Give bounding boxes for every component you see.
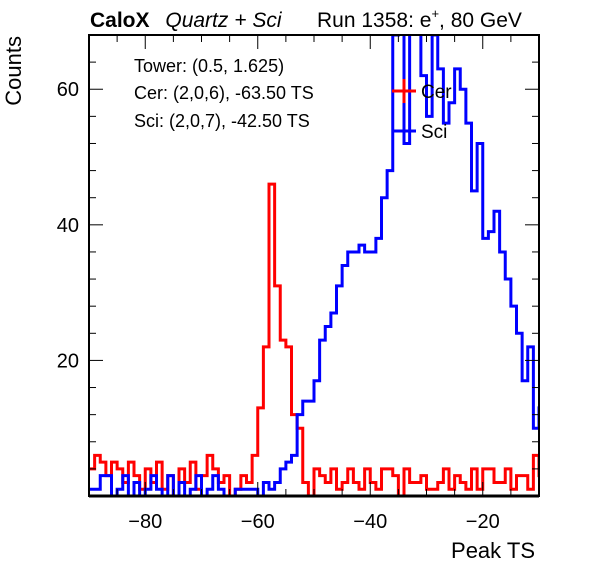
run-tail: , 80 GeV	[439, 9, 522, 32]
y-tick-label: 40	[57, 215, 79, 237]
legend: Cer Sci	[392, 79, 452, 143]
legend-entry-sci: Sci	[392, 119, 447, 143]
plot-frame	[88, 34, 540, 497]
x-tick-label: −80	[128, 511, 162, 533]
y-tick-label: 20	[57, 350, 79, 372]
run-superscript: +	[431, 6, 439, 21]
x-axis-title: Peak TS	[451, 538, 535, 563]
run-label: Run 1358: e+, 80 GeV	[317, 6, 522, 32]
x-tick-label: −20	[466, 511, 500, 533]
cer-annotation: Cer: (2,0,6), -63.50 TS	[134, 83, 314, 103]
legend-cer-label: Cer	[421, 82, 452, 103]
series-sci-histogram	[89, 35, 539, 496]
histogram-layer	[89, 35, 539, 496]
legend-sci-label: Sci	[421, 122, 447, 143]
tower-annotation: Tower: (0.5, 1.625)	[134, 56, 284, 76]
run-text: Run 1358: e	[317, 9, 431, 32]
x-tick-label: −40	[353, 511, 387, 533]
axes: −80 −60 −40 −20 20 40 60	[57, 34, 540, 533]
x-tick-label: −60	[241, 511, 275, 533]
subtitle-label: Quartz + Sci	[165, 9, 282, 32]
y-axis-title: Counts	[1, 36, 26, 106]
legend-entry-cer: Cer	[392, 79, 452, 103]
chart-header: CaloX Quartz + Sci	[90, 9, 283, 32]
y-tick-label: 60	[57, 79, 79, 101]
sci-annotation: Sci: (2,0,7), -42.50 TS	[134, 111, 310, 131]
brand-label: CaloX	[90, 9, 150, 32]
